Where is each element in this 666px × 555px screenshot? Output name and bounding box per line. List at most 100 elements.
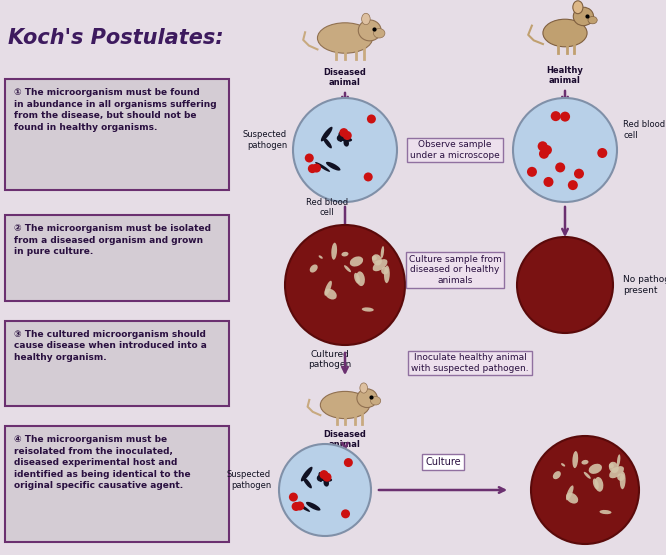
Text: ③ The cultured microorganism should
cause disease when introduced into a
healthy: ③ The cultured microorganism should caus…	[14, 330, 207, 362]
Circle shape	[551, 111, 561, 121]
Circle shape	[344, 458, 353, 467]
Ellipse shape	[337, 135, 344, 142]
Text: Observe sample
under a microscope: Observe sample under a microscope	[410, 140, 500, 160]
Ellipse shape	[317, 475, 324, 482]
Circle shape	[312, 164, 321, 173]
Text: Red blood
cell: Red blood cell	[306, 198, 348, 218]
Circle shape	[292, 502, 300, 511]
Ellipse shape	[315, 162, 330, 172]
Ellipse shape	[566, 493, 578, 503]
Circle shape	[339, 128, 348, 137]
Circle shape	[320, 470, 328, 479]
Ellipse shape	[324, 281, 332, 296]
Text: Inoculate healthy animal
with suspected pathogen.: Inoculate healthy animal with suspected …	[411, 354, 529, 373]
Circle shape	[555, 163, 565, 173]
Ellipse shape	[589, 464, 602, 474]
Circle shape	[305, 154, 314, 163]
Text: Culture: Culture	[425, 457, 461, 467]
Ellipse shape	[384, 265, 390, 283]
Ellipse shape	[372, 254, 382, 265]
Text: Suspected
pathogen: Suspected pathogen	[243, 130, 287, 150]
Ellipse shape	[362, 13, 370, 25]
Ellipse shape	[303, 477, 312, 488]
Text: Diseased
animal: Diseased animal	[324, 430, 366, 450]
Text: Suspected
pathogen: Suspected pathogen	[227, 470, 271, 490]
Ellipse shape	[617, 473, 625, 481]
Ellipse shape	[301, 467, 312, 481]
Ellipse shape	[599, 510, 611, 514]
Ellipse shape	[588, 17, 597, 24]
FancyBboxPatch shape	[5, 215, 229, 301]
Ellipse shape	[581, 460, 589, 465]
Text: Healthy
animal: Healthy animal	[547, 66, 583, 85]
Ellipse shape	[620, 472, 625, 489]
FancyBboxPatch shape	[5, 321, 229, 406]
Ellipse shape	[356, 271, 365, 286]
Ellipse shape	[381, 267, 388, 275]
Ellipse shape	[375, 260, 380, 263]
Ellipse shape	[321, 127, 332, 142]
Circle shape	[531, 436, 639, 544]
Ellipse shape	[325, 289, 337, 300]
Text: Cultured
pathogen: Cultured pathogen	[308, 350, 352, 370]
Text: Diseased
animal: Diseased animal	[324, 68, 366, 87]
Ellipse shape	[360, 383, 368, 393]
Ellipse shape	[320, 391, 370, 418]
Ellipse shape	[339, 137, 352, 142]
Ellipse shape	[373, 259, 388, 271]
Circle shape	[295, 502, 304, 511]
Ellipse shape	[358, 20, 381, 41]
FancyBboxPatch shape	[5, 426, 229, 542]
Ellipse shape	[617, 455, 620, 467]
Text: Red blood
cell: Red blood cell	[623, 120, 665, 140]
FancyBboxPatch shape	[5, 79, 229, 190]
Ellipse shape	[372, 255, 377, 260]
Ellipse shape	[609, 463, 614, 468]
Ellipse shape	[350, 256, 363, 266]
Circle shape	[539, 149, 549, 159]
Circle shape	[560, 112, 570, 122]
Circle shape	[343, 131, 352, 140]
Circle shape	[568, 180, 578, 190]
Ellipse shape	[354, 273, 360, 284]
Ellipse shape	[609, 462, 619, 473]
Circle shape	[341, 509, 350, 518]
Ellipse shape	[318, 255, 323, 259]
Ellipse shape	[326, 162, 340, 170]
Circle shape	[364, 173, 373, 181]
Ellipse shape	[609, 466, 624, 478]
Text: ② The microorganism must be isolated
from a diseased organism and grown
in pure : ② The microorganism must be isolated fro…	[14, 224, 211, 256]
Circle shape	[322, 473, 332, 482]
Circle shape	[513, 98, 617, 202]
Circle shape	[293, 98, 397, 202]
Circle shape	[527, 167, 537, 177]
Ellipse shape	[342, 252, 348, 256]
Circle shape	[543, 177, 553, 187]
Circle shape	[367, 114, 376, 123]
Text: No pathogens
present: No pathogens present	[623, 275, 666, 295]
Circle shape	[279, 444, 371, 536]
Ellipse shape	[572, 451, 578, 468]
Ellipse shape	[595, 477, 603, 492]
Circle shape	[537, 142, 547, 152]
Ellipse shape	[543, 19, 587, 47]
Ellipse shape	[318, 23, 372, 53]
Ellipse shape	[374, 28, 385, 38]
Ellipse shape	[295, 502, 310, 512]
Ellipse shape	[573, 1, 583, 14]
Ellipse shape	[370, 396, 381, 405]
Ellipse shape	[344, 265, 351, 272]
Ellipse shape	[324, 480, 329, 487]
Ellipse shape	[357, 389, 378, 407]
Ellipse shape	[323, 138, 332, 148]
Ellipse shape	[310, 264, 318, 273]
Ellipse shape	[553, 471, 561, 479]
Circle shape	[289, 493, 298, 502]
Text: ④ The microorganism must be
reisolated from the inoculated,
diseased experimenta: ④ The microorganism must be reisolated f…	[14, 435, 190, 490]
Ellipse shape	[593, 478, 599, 490]
Circle shape	[542, 145, 552, 155]
Ellipse shape	[338, 132, 342, 142]
Ellipse shape	[362, 307, 374, 311]
Ellipse shape	[561, 463, 565, 467]
Ellipse shape	[611, 468, 617, 470]
